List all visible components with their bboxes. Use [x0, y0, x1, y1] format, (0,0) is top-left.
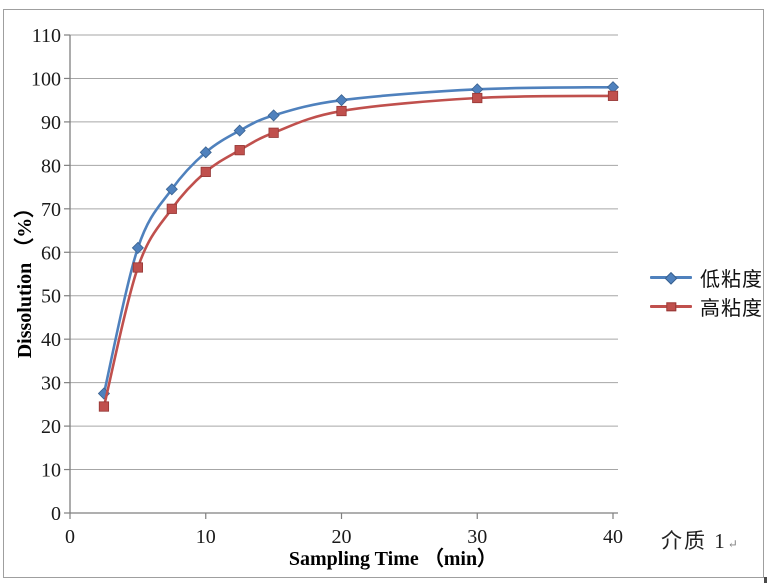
data-point-square-40min	[607, 90, 619, 101]
diamond-marker-icon	[664, 271, 678, 284]
data-point-square-15min	[268, 127, 279, 138]
y-tick-label: 90	[41, 112, 61, 134]
chart-legend: 低粘度 高粘度	[650, 263, 763, 321]
data-point-diamond-10min	[199, 146, 212, 159]
x-tick-label: 0	[65, 526, 75, 548]
y-tick-label: 40	[41, 329, 61, 351]
data-point-diamond-20min	[335, 94, 348, 107]
series-line-0	[102, 85, 615, 395]
y-tick-label: 20	[41, 416, 61, 438]
data-point-diamond-5min	[131, 241, 144, 254]
legend-label-low-viscosity: 低粘度	[700, 269, 763, 291]
y-tick-label: 10	[41, 460, 61, 482]
data-point-square-20min	[336, 105, 347, 117]
y-tick-label: 70	[41, 199, 61, 221]
legend-line-series-1	[650, 301, 692, 312]
legend-item-low-viscosity: 低粘度	[650, 263, 763, 292]
legend-item-high-viscosity: 高粘度	[650, 292, 763, 321]
data-point-diamond-15min	[267, 109, 280, 122]
data-point-square-10min	[200, 166, 211, 177]
y-tick-label: 80	[41, 155, 61, 177]
data-point-square-2.5min	[98, 401, 110, 412]
y-tick-label: 0	[51, 503, 61, 525]
x-tick-label: 20	[332, 526, 352, 548]
x-tick-label: 30	[467, 526, 487, 548]
y-axis-title: Dissolution （%）	[13, 198, 36, 359]
legend-line-series-0	[650, 271, 692, 284]
square-marker-icon	[666, 301, 676, 312]
y-tick-label: 110	[32, 25, 61, 47]
y-tick-label: 60	[41, 242, 61, 264]
x-axis-title: Sampling Time （min）	[289, 547, 497, 570]
caption-text: 介质 1	[661, 529, 727, 553]
data-point-square-12.5min	[234, 145, 245, 156]
figure-caption: 介质 1↵	[661, 525, 738, 555]
y-tick-label: 100	[31, 68, 61, 90]
data-point-diamond-12.5min	[233, 124, 246, 137]
end-of-cell-mark	[764, 577, 767, 583]
paragraph-mark-icon: ↵	[727, 537, 738, 551]
x-tick-label: 40	[603, 526, 623, 548]
y-tick-label: 50	[41, 286, 61, 308]
data-point-square-30min	[472, 92, 483, 104]
x-tick-label: 10	[196, 526, 216, 548]
data-point-square-5min	[132, 262, 143, 273]
legend-label-high-viscosity: 高粘度	[700, 298, 763, 320]
data-point-square-7.5min	[166, 203, 177, 214]
series-line-1	[102, 94, 615, 408]
data-point-diamond-7.5min	[165, 183, 178, 196]
y-tick-label: 30	[41, 373, 61, 395]
